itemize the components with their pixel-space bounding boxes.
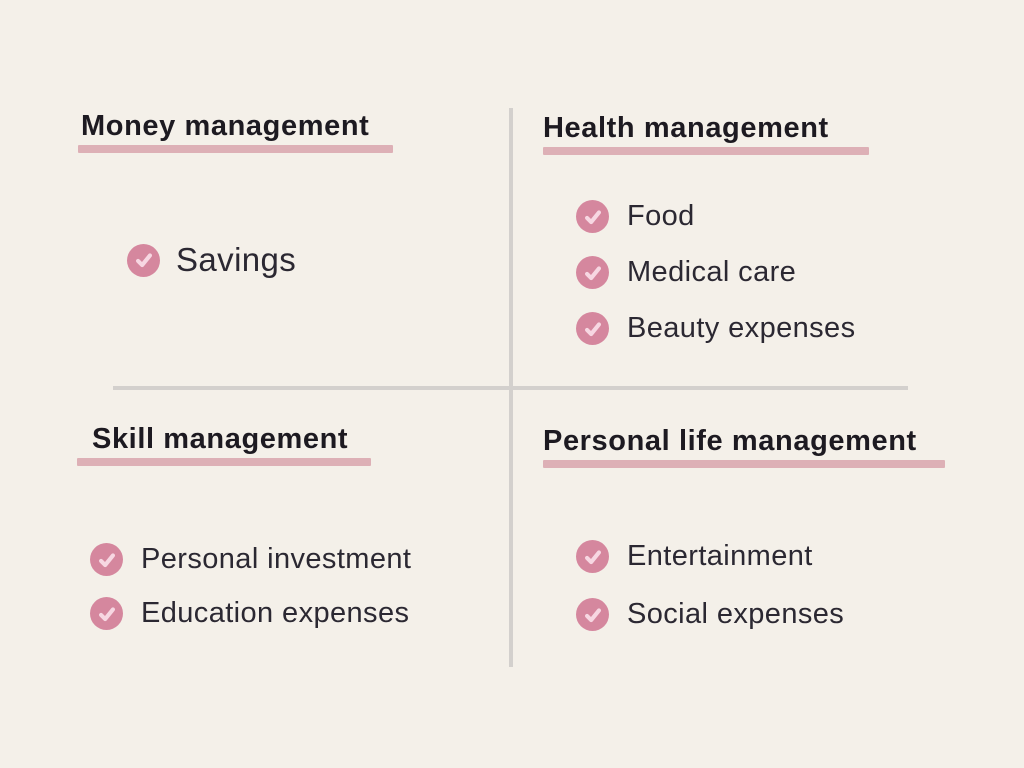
- checklist-item-label: Medical care: [627, 256, 797, 288]
- check-icon: [127, 243, 160, 277]
- check-icon: [576, 598, 609, 631]
- title-underline: [78, 145, 393, 153]
- checklist-item: Personal investment: [90, 543, 492, 576]
- title-underline: [77, 458, 371, 466]
- quadrant-skill-management: Skill management Personal investment Edu…: [77, 423, 492, 630]
- checklist-item-label: Beauty expenses: [627, 312, 856, 344]
- checklist-item: Medical care: [576, 256, 983, 289]
- check-icon: [576, 256, 609, 289]
- checklist-item-label: Food: [627, 200, 695, 232]
- checklist-item: Entertainment: [576, 540, 993, 573]
- check-icon: [576, 312, 609, 345]
- checklist-item-label: Social expenses: [627, 598, 845, 630]
- checklist-item-label: Entertainment: [627, 540, 813, 572]
- checklist: Food Medical care Beauty expenses: [576, 200, 983, 345]
- quadrant-personal-life-management: Personal life management Entertainment S…: [543, 425, 993, 631]
- checklist: Savings: [127, 241, 493, 279]
- checklist-item: Savings: [127, 241, 493, 279]
- title-underline: [543, 460, 945, 468]
- quadrant-title: Health management: [543, 112, 829, 144]
- check-icon: [90, 597, 123, 630]
- quadrant-title: Personal life management: [543, 425, 917, 457]
- checklist-item-label: Education expenses: [141, 597, 410, 629]
- quadrant-title: Skill management: [92, 423, 349, 455]
- checklist-item-label: Savings: [176, 241, 297, 278]
- checklist: Entertainment Social expenses: [576, 540, 993, 631]
- quadrant-money-management: Money management Savings: [78, 110, 493, 279]
- check-icon: [576, 200, 609, 233]
- horizontal-divider: [113, 386, 908, 390]
- quadrant-title: Money management: [81, 110, 370, 142]
- title-underline: [543, 147, 869, 155]
- check-icon: [90, 543, 123, 576]
- checklist-item: Education expenses: [90, 597, 492, 630]
- checklist-item: Social expenses: [576, 598, 993, 631]
- quadrant-health-management: Health management Food Medical care Beau…: [543, 112, 983, 345]
- check-icon: [576, 540, 609, 573]
- checklist-item-label: Personal investment: [141, 543, 412, 575]
- checklist: Personal investment Education expenses: [90, 543, 492, 630]
- checklist-item: Food: [576, 200, 983, 233]
- checklist-item: Beauty expenses: [576, 312, 983, 345]
